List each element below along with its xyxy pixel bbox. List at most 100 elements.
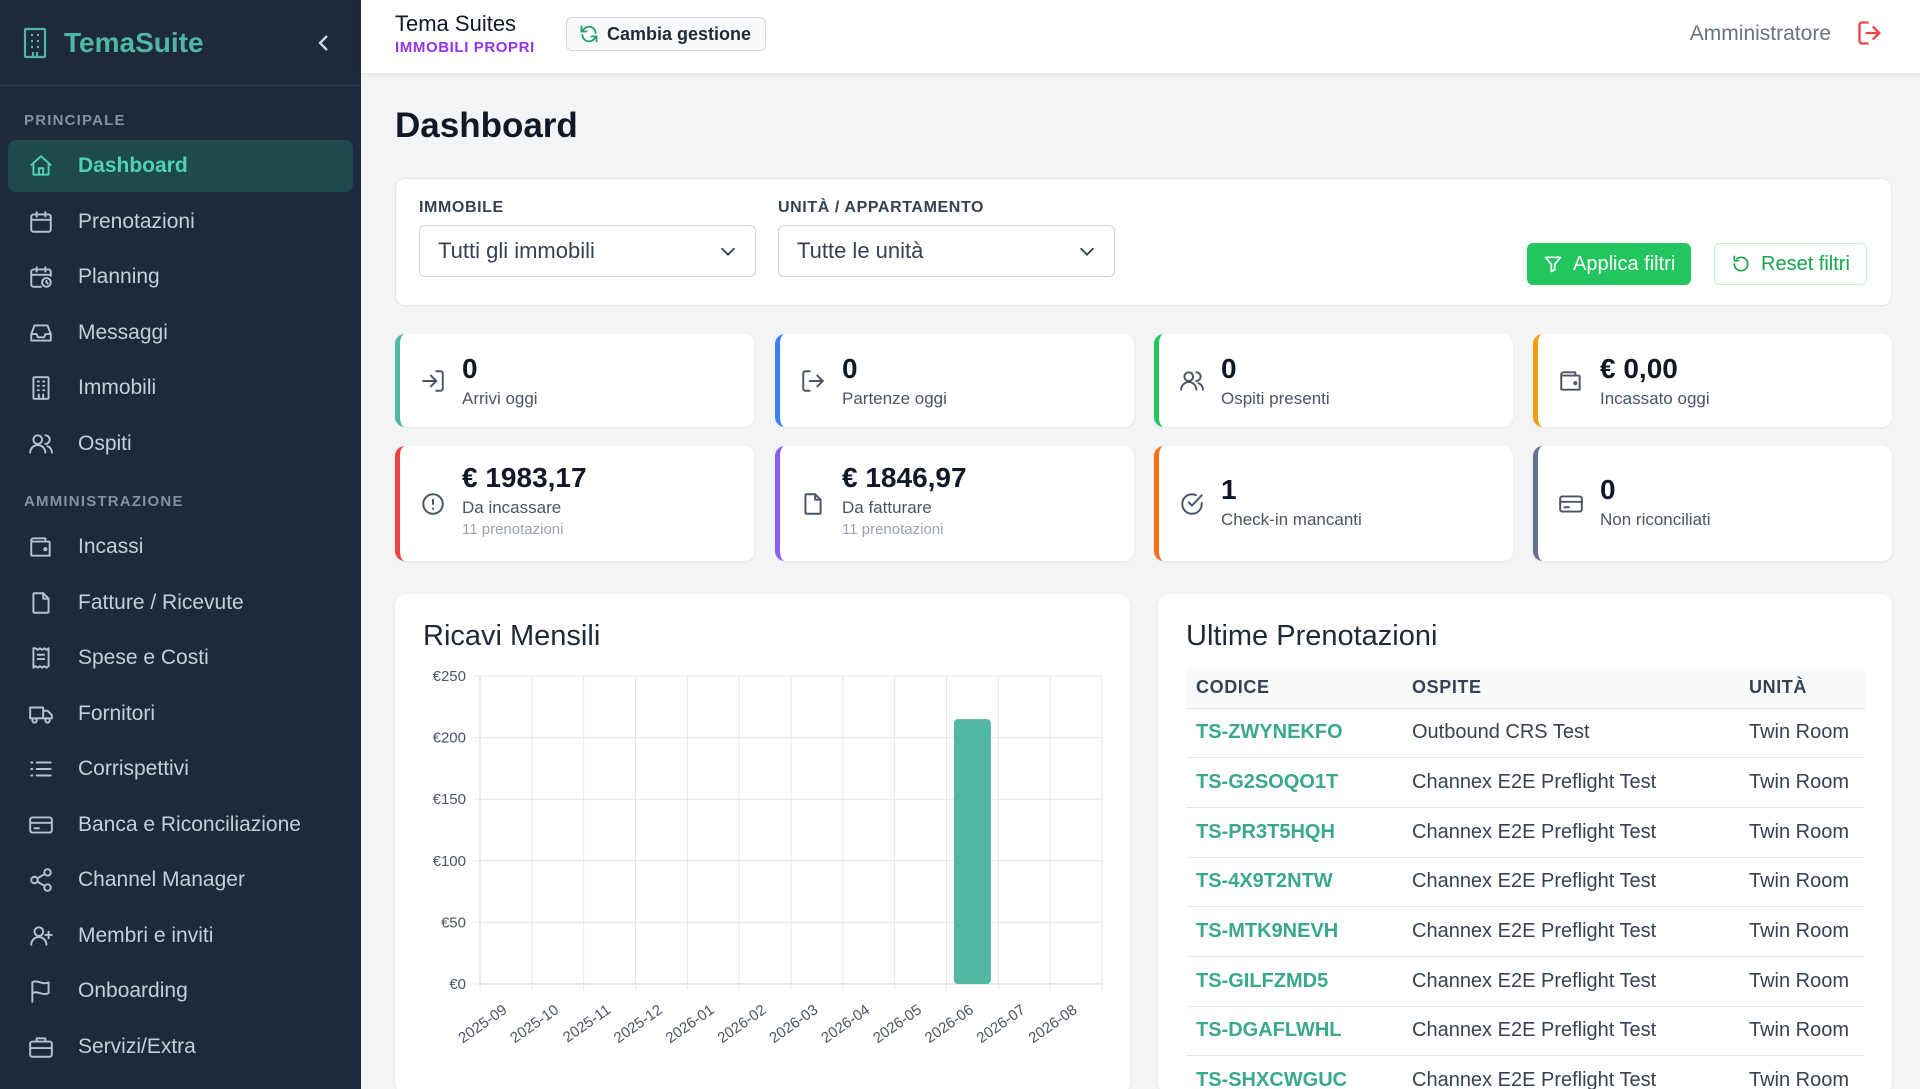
reset-filters-button[interactable]: Reset filtri — [1714, 243, 1867, 285]
x-tick-label: 2026-08 — [1026, 1001, 1081, 1047]
table-row[interactable]: TS-MTK9NEVH Channex E2E Preflight Test Twi… — [1186, 906, 1865, 957]
property-select[interactable]: Tutti gli immobili — [419, 225, 756, 277]
stat-label: Partenze oggi — [842, 389, 947, 408]
sidebar-item-fornitori[interactable]: Fornitori — [8, 688, 353, 740]
booking-unit: Twin Room — [1739, 1055, 1865, 1089]
sidebar-item-fatture-ricevute[interactable]: Fatture / Ricevute — [8, 577, 353, 629]
booking-unit: Twin Room — [1739, 708, 1865, 759]
x-tick-label: 2026-04 — [818, 1001, 873, 1047]
booking-guest: Channex E2E Preflight Test — [1402, 906, 1739, 957]
stat-sublabel: 11 prenotazioni — [462, 521, 564, 538]
apply-filters-button[interactable]: Applica filtri — [1527, 243, 1692, 285]
booking-unit: Twin Room — [1739, 857, 1865, 908]
brand: TemaSuite — [0, 0, 361, 86]
stat-label: Ospiti presenti — [1221, 389, 1330, 408]
stat-sublabel: 11 prenotazioni — [842, 521, 944, 538]
stat-card: 1 Check-in mancanti — [1154, 446, 1513, 561]
file-icon — [32, 591, 50, 614]
sidebar-item-prenotazioni[interactable]: Prenotazioni — [8, 196, 353, 248]
sidebar-item-channel-manager[interactable]: Channel Manager — [8, 854, 353, 906]
booking-guest: Channex E2E Preflight Test — [1402, 857, 1739, 908]
sidebar-item-label: Spese e Costi — [78, 646, 209, 669]
booking-code-link[interactable]: TS-G2SOQO1T — [1186, 757, 1402, 808]
stat-label: Da fatturare — [842, 498, 932, 517]
stat-value: € 1983,17 — [462, 462, 587, 493]
sidebar-item-label: Membri e inviti — [78, 923, 214, 947]
y-tick-label: €150 — [433, 791, 466, 808]
sidebar-item-onboarding[interactable]: Onboarding — [8, 965, 353, 1017]
org-name: Tema Suites — [395, 11, 517, 36]
stat-label: Arrivi oggi — [462, 389, 538, 408]
unit-select[interactable]: Tutte le unità — [778, 225, 1115, 277]
sidebar-item-label: Onboarding — [78, 979, 188, 1002]
stat-value: 0 — [1221, 353, 1237, 384]
booking-code-link[interactable]: TS-4X9T2NTW — [1186, 857, 1402, 908]
y-tick-label: €200 — [433, 730, 466, 747]
credit-card-icon — [1559, 495, 1583, 513]
sidebar-item-servizi-extra[interactable]: Servizi/Extra — [8, 1021, 353, 1073]
booking-guest: Channex E2E Preflight Test — [1402, 1055, 1739, 1089]
table-row[interactable]: TS-G2SOQO1T Channex E2E Preflight Test Twi… — [1186, 757, 1865, 808]
x-tick-label: 2025-09 — [455, 1001, 510, 1047]
sidebar-item-label: Incassi — [78, 535, 144, 558]
table-row[interactable]: TS-SHXCWGUC Channex E2E Preflight Test Twi… — [1186, 1055, 1865, 1089]
sidebar-item-banca-e-riconciliazione[interactable]: Banca e Riconciliazione — [8, 799, 353, 851]
sidebar-item-planning[interactable]: Planning — [8, 251, 353, 303]
logout-icon[interactable] — [1856, 19, 1884, 47]
stat-card: 0 Non riconciliati — [1533, 446, 1892, 561]
booking-code-link[interactable]: TS-MTK9NEVH — [1186, 906, 1402, 957]
sidebar-item-membri-e-inviti[interactable]: Membri e inviti — [8, 910, 353, 962]
brand-name: TemaSuite — [64, 26, 204, 58]
y-tick-label: €250 — [433, 668, 466, 685]
sidebar-item-ospiti[interactable]: Ospiti — [8, 418, 353, 470]
booking-unit: Twin Room — [1739, 807, 1865, 858]
log-out-icon — [802, 370, 824, 392]
table-row[interactable]: TS-4X9T2NTW Channex E2E Preflight Test Twi… — [1186, 857, 1865, 908]
chevron-down-icon — [720, 247, 736, 256]
booking-code-link[interactable]: TS-SHXCWGUC — [1186, 1055, 1402, 1089]
stat-value: 0 — [1600, 474, 1616, 505]
sidebar-item-immobili[interactable]: Immobili — [8, 362, 353, 414]
sidebar-item-spese-e-costi[interactable]: Spese e Costi — [8, 632, 353, 684]
sidebar: TemaSuite PRINCIPALE Dashboard Prenotazion… — [0, 0, 361, 1089]
wallet-icon — [30, 537, 51, 557]
property-filter-label: IMMOBILE — [419, 199, 504, 216]
truck-icon — [29, 706, 53, 724]
sidebar-section-label: AMMINISTRAZIONE — [24, 493, 184, 510]
table-row[interactable]: TS-PR3T5HQH Channex E2E Preflight Test Twi… — [1186, 807, 1865, 858]
stat-card: € 1983,17 Da incassare 11 prenotazioni — [395, 446, 754, 561]
booking-code-link[interactable]: TS-ZWYNEKFO — [1186, 708, 1402, 759]
sidebar-item-label: Fatture / Ricevute — [78, 590, 244, 614]
building-logo-icon — [23, 27, 47, 58]
sidebar-item-dashboard[interactable]: Dashboard — [8, 140, 353, 192]
file-icon — [804, 493, 822, 515]
table-row[interactable]: TS-DGAFLWHL Channex E2E Preflight Test Twi… — [1186, 1006, 1865, 1057]
sidebar-item-label: Immobili — [78, 376, 157, 399]
sidebar-item-corrispettivi[interactable]: Corrispettivi — [8, 743, 353, 795]
table-row[interactable]: TS-ZWYNEKFO Outbound CRS Test Twin Room — [1186, 708, 1865, 759]
sidebar-item-incassi[interactable]: Incassi — [8, 521, 353, 573]
booking-guest: Channex E2E Preflight Test — [1402, 807, 1739, 858]
org-type: IMMOBILI PROPRI — [395, 39, 535, 56]
sidebar-item-messaggi[interactable]: Messaggi — [8, 307, 353, 359]
sidebar-item-label: Servizi/Extra — [78, 1034, 196, 1058]
inbox-icon — [30, 323, 52, 342]
stat-value: 1 — [1221, 474, 1237, 505]
x-tick-label: 2026-02 — [715, 1001, 770, 1047]
booking-code-link[interactable]: TS-GILFZMD5 — [1186, 956, 1402, 1007]
booking-code-link[interactable]: TS-PR3T5HQH — [1186, 807, 1402, 858]
column-header-guest: OSPITE — [1402, 668, 1739, 709]
y-tick-label: €100 — [433, 853, 466, 870]
collapse-sidebar-button[interactable] — [309, 28, 339, 58]
list-icon — [30, 761, 52, 777]
table-row[interactable]: TS-GILFZMD5 Channex E2E Preflight Test Twi… — [1186, 956, 1865, 1007]
briefcase-icon — [29, 1036, 53, 1058]
x-tick-label: 2026-01 — [663, 1001, 718, 1047]
stat-label: Check-in mancanti — [1221, 510, 1362, 529]
filter-card: IMMOBILE Tutti gli immobili UNITÀ / APPA… — [395, 178, 1892, 306]
booking-code-link[interactable]: TS-DGAFLWHL — [1186, 1006, 1402, 1057]
user-name[interactable]: Amministratore — [1689, 22, 1831, 45]
sidebar-item-label: Planning — [78, 265, 160, 288]
stat-card: 0 Arrivi oggi — [395, 334, 754, 427]
switch-management-button[interactable]: Cambia gestione — [566, 17, 767, 51]
